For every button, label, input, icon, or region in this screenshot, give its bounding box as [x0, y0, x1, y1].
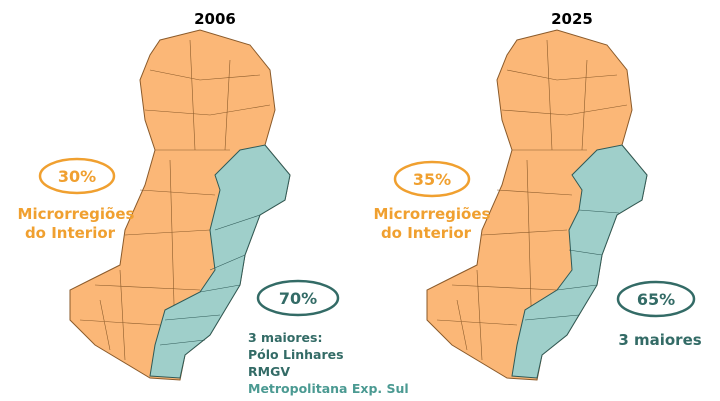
- map-2006: [69, 29, 291, 381]
- share-oval: [393, 160, 471, 198]
- interior-share: 35%: [413, 170, 451, 189]
- interior-share: 30%: [58, 167, 96, 186]
- interior-label: do Interior: [381, 224, 472, 242]
- coast-label: Pólo Linhares: [248, 347, 344, 362]
- panel-title: 2006: [194, 10, 236, 28]
- coast-label: Metropolitana Exp. Sul: [248, 381, 409, 396]
- interior-label: Microrregiões: [18, 205, 135, 223]
- map-2025: [426, 29, 648, 381]
- coast-label: 3 maiores:: [248, 330, 322, 345]
- interior-label: do Interior: [25, 224, 116, 242]
- share-oval: [256, 279, 340, 317]
- panel-title: 2025: [551, 10, 593, 28]
- coast-label: RMGV: [248, 364, 290, 379]
- share-oval: [616, 280, 696, 318]
- interior-label: Microrregiões: [374, 205, 491, 223]
- coast-label: 3 maiores: [618, 331, 701, 349]
- coast-share: 70%: [279, 289, 317, 308]
- coast-share: 65%: [637, 290, 675, 309]
- share-oval: [38, 157, 116, 195]
